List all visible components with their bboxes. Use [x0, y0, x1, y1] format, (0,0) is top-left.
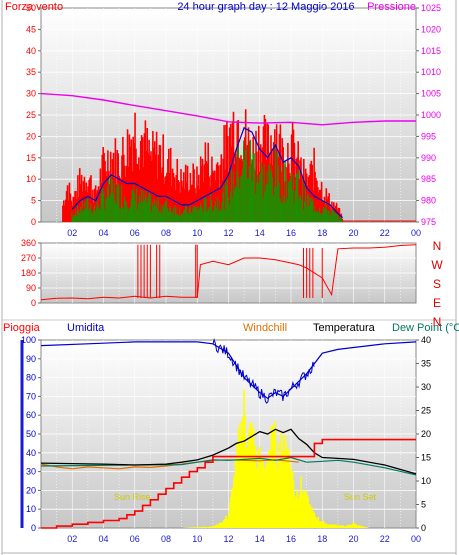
x-tick-label: 20	[348, 534, 358, 544]
y-left-tick-label: 90	[26, 283, 36, 293]
y-right-tick-label: 995	[421, 131, 436, 141]
x-tick-label: 08	[161, 228, 171, 238]
sunrise-label: Sun Rise	[114, 492, 151, 502]
y-right-tick-label: 40	[421, 335, 431, 345]
y-right-tick-label: 980	[421, 196, 436, 206]
x-tick-label: 18	[317, 228, 327, 238]
y-left-tick-label: 0	[31, 523, 36, 533]
x-tick-label: 20	[348, 228, 358, 238]
y-left-tick-label: 20	[26, 485, 36, 495]
x-tick-label: 14	[255, 534, 265, 544]
y-left-tick-label: 35	[26, 67, 36, 77]
compass-label: N	[433, 239, 442, 253]
chart-title: 24 hour graph day : 12 Maggio 2016	[177, 1, 354, 13]
y-left-tick-label: 40	[26, 448, 36, 458]
sunset-label: Sun Set	[344, 492, 377, 502]
x-tick-label: 12	[223, 228, 233, 238]
x-tick-label: 22	[380, 228, 390, 238]
y-right-tick-label: 35	[421, 359, 431, 369]
pressure-line	[40, 92, 416, 126]
x-tick-label: 22	[380, 534, 390, 544]
y-left-tick-label: 80	[26, 373, 36, 383]
dewpoint-label: Dew Point (°C	[392, 322, 459, 334]
y-right-tick-label: 0	[421, 523, 426, 533]
y-left-tick-label: 15	[26, 153, 36, 163]
y-left-tick-label: 40	[26, 46, 36, 56]
temperature-label: Temperatura	[313, 322, 376, 334]
x-tick-label: 06	[130, 228, 140, 238]
humidity-label: Umidita	[67, 322, 105, 334]
compass-label: E	[433, 296, 441, 310]
x-tick-label: 10	[192, 228, 202, 238]
temperature-line	[40, 428, 417, 475]
x-tick-label: 02	[67, 534, 77, 544]
y-right-tick-label: 15	[421, 453, 431, 463]
y-right-tick-label: 1015	[421, 46, 441, 56]
y-left-tick-label: 0	[31, 217, 36, 227]
y-left-tick-label: 70	[26, 391, 36, 401]
y-right-tick-label: 10	[421, 476, 431, 486]
chart-marks: 0510152025303540455097598098599099510001…	[20, 3, 443, 544]
y-right-tick-label: 20	[421, 429, 431, 439]
rain-label: Pioggia	[3, 322, 41, 334]
y-right-tick-label: 1020	[421, 24, 441, 34]
x-tick-label: 00	[411, 534, 421, 544]
y-left-tick-label: 180	[21, 268, 36, 278]
x-tick-label: 18	[317, 534, 327, 544]
y-right-tick-label: 975	[421, 217, 436, 227]
compass-label: W	[431, 258, 443, 272]
y-left-tick-label: 5	[31, 196, 36, 206]
x-tick-label: 08	[161, 534, 171, 544]
y-left-tick-label: 90	[26, 354, 36, 364]
x-tick-label: 06	[130, 534, 140, 544]
y-left-tick-label: 60	[26, 410, 36, 420]
y-left-tick-label: 30	[26, 89, 36, 99]
x-tick-label: 16	[286, 228, 296, 238]
y-left-tick-label: 10	[26, 504, 36, 514]
y-left-tick-label: 25	[26, 110, 36, 120]
y-right-tick-label: 30	[421, 382, 431, 392]
humidity-line	[40, 341, 417, 400]
y-left-tick-label: 100	[21, 335, 36, 345]
y-right-tick-label: 990	[421, 153, 436, 163]
x-tick-label: 04	[98, 534, 108, 544]
y-left-tick-label: 30	[26, 467, 36, 477]
x-tick-label: 04	[98, 228, 108, 238]
y-right-tick-label: 25	[421, 406, 431, 416]
y-left-tick-label: 0	[31, 298, 36, 308]
y-right-tick-label: 1005	[421, 89, 441, 99]
x-tick-label: 00	[411, 228, 421, 238]
y-right-tick-label: 1010	[421, 67, 441, 77]
y-left-tick-label: 270	[21, 253, 36, 263]
y-left-tick-label: 50	[26, 3, 36, 13]
avg-wind-line	[71, 126, 344, 219]
x-tick-label: 02	[67, 228, 77, 238]
y-left-tick-label: 360	[21, 238, 36, 248]
y-left-tick-label: 45	[26, 24, 36, 34]
windchill-label: Windchill	[243, 322, 287, 334]
compass-label: N	[433, 315, 442, 329]
direction-line	[40, 244, 417, 301]
pressure-label: Pressione	[367, 1, 416, 13]
y-right-tick-label: 1000	[421, 110, 441, 120]
wind-speed-label: Forza vento	[5, 1, 63, 13]
rain-line	[41, 438, 416, 529]
y-right-tick-label: 5	[421, 500, 426, 510]
y-left-tick-label: 50	[26, 429, 36, 439]
x-tick-label: 14	[255, 228, 265, 238]
y-right-tick-label: 985	[421, 174, 436, 184]
y-left-tick-label: 10	[26, 174, 36, 184]
humidity-jitter	[212, 337, 315, 404]
x-tick-label: 10	[192, 534, 202, 544]
y-left-tick-label: 20	[26, 131, 36, 141]
x-tick-label: 16	[286, 534, 296, 544]
y-right-tick-label: 1025	[421, 3, 441, 13]
compass-label: S	[433, 277, 441, 291]
x-tick-label: 12	[223, 534, 233, 544]
